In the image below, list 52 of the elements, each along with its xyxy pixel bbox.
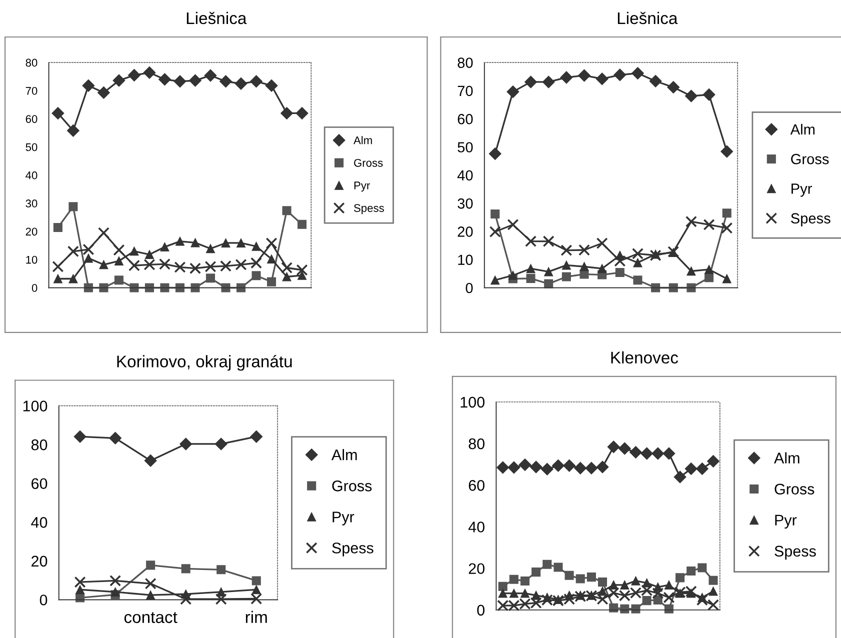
legend-label: Alm: [354, 136, 372, 144]
y-tick-label: 60: [32, 478, 48, 490]
y-tick-label: 0: [40, 594, 48, 606]
legend-label: Alm: [774, 452, 800, 464]
legend-label: Gross: [332, 480, 372, 492]
legend-label: Pyr: [354, 182, 370, 192]
y-tick-label: 0: [466, 282, 473, 294]
legend-label: Gross: [791, 154, 829, 164]
y-tick-label: 20: [26, 228, 38, 236]
y-tick-label: 0: [477, 604, 484, 616]
chart-title: Klenovec: [611, 351, 678, 364]
y-tick-label: 20: [32, 556, 48, 567]
y-tick-label: 20: [458, 226, 473, 237]
y-tick-label: 50: [458, 142, 473, 152]
y-tick-label: 30: [458, 198, 473, 209]
y-tick-label: 40: [468, 522, 484, 532]
y-tick-label: 60: [458, 114, 473, 124]
y-tick-label: 80: [26, 58, 38, 67]
legend-label: Pyr: [775, 514, 797, 529]
legend-label: Pyr: [792, 184, 812, 197]
y-tick-label: 100: [23, 400, 48, 412]
y-tick-label: 40: [26, 171, 38, 180]
y-tick-label: 70: [458, 86, 473, 96]
x-tick-label: contact: [124, 612, 178, 624]
legend-label: Gross: [354, 158, 383, 167]
y-tick-label: 10: [26, 256, 38, 264]
legend-label: Spess: [354, 204, 384, 214]
y-tick-label: 60: [468, 480, 484, 491]
legend-label: Gross: [774, 484, 814, 495]
y-tick-label: 10: [458, 254, 473, 266]
legend-label: Spess: [774, 546, 816, 560]
y-tick-label: 50: [26, 143, 38, 152]
chart-title: Korimovo, okraj granátu: [117, 354, 292, 371]
y-tick-label: 40: [457, 170, 473, 181]
y-tick-label: 80: [31, 439, 48, 450]
legend-label: Alm: [790, 124, 815, 134]
y-tick-label: 80: [458, 58, 473, 68]
legend-label: Alm: [331, 449, 357, 460]
y-tick-label: 30: [26, 200, 38, 208]
legend-label: Spess: [791, 213, 830, 226]
legend-label: Spess: [332, 542, 374, 556]
y-tick-label: 70: [26, 86, 38, 95]
chart-title: Liešnica: [186, 12, 247, 24]
chart-title: Liešnica: [618, 12, 678, 24]
y-tick-label: 20: [468, 563, 484, 574]
legend-label: Pyr: [332, 512, 354, 526]
y-tick-label: 40: [31, 517, 48, 528]
y-tick-label: 0: [32, 284, 38, 292]
y-tick-label: 80: [468, 438, 484, 450]
y-tick-label: 60: [26, 115, 38, 123]
x-tick-label: rim: [246, 610, 267, 623]
y-tick-label: 100: [460, 396, 484, 408]
